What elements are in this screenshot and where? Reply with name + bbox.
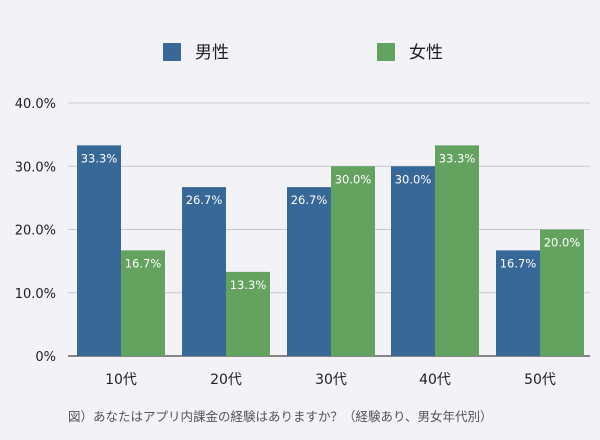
bar (287, 187, 331, 356)
y-tick-label: 20.0% (15, 224, 56, 239)
y-tick-label: 40.0% (15, 97, 56, 112)
bar (391, 166, 435, 356)
data-label: 20.0% (544, 236, 581, 250)
data-label: 26.7% (186, 193, 223, 207)
legend-swatch (377, 43, 395, 61)
data-label: 33.3% (439, 151, 476, 165)
data-label: 30.0% (335, 172, 372, 186)
bar (496, 250, 540, 356)
data-label: 16.7% (125, 256, 162, 270)
y-tick-label: 10.0% (15, 287, 56, 302)
y-tick-label: 30.0% (15, 160, 56, 175)
x-tick-label: 30代 (315, 372, 347, 388)
data-label: 33.3% (81, 151, 118, 165)
bar (121, 250, 165, 356)
y-tick-label: 0% (35, 350, 56, 365)
bar (540, 229, 584, 356)
bar (435, 145, 479, 356)
legend-label: 男性 (195, 43, 229, 63)
x-tick-label: 40代 (419, 372, 451, 388)
bar (182, 187, 226, 356)
bar (226, 271, 270, 356)
data-label: 16.7% (500, 256, 537, 270)
chart-caption: 図）あなたはアプリ内課金の経験はありますか？（経験あり、男女年代別） (68, 409, 493, 424)
x-tick-label: 20代 (210, 372, 242, 388)
legend-swatch (163, 43, 181, 61)
x-tick-label: 10代 (105, 372, 137, 388)
legend-label: 女性 (409, 43, 443, 63)
bar (331, 166, 375, 356)
bar (77, 145, 121, 356)
data-label: 30.0% (395, 172, 432, 186)
data-label: 13.3% (230, 278, 267, 292)
x-tick-label: 50代 (524, 372, 556, 388)
data-label: 26.7% (291, 193, 328, 207)
